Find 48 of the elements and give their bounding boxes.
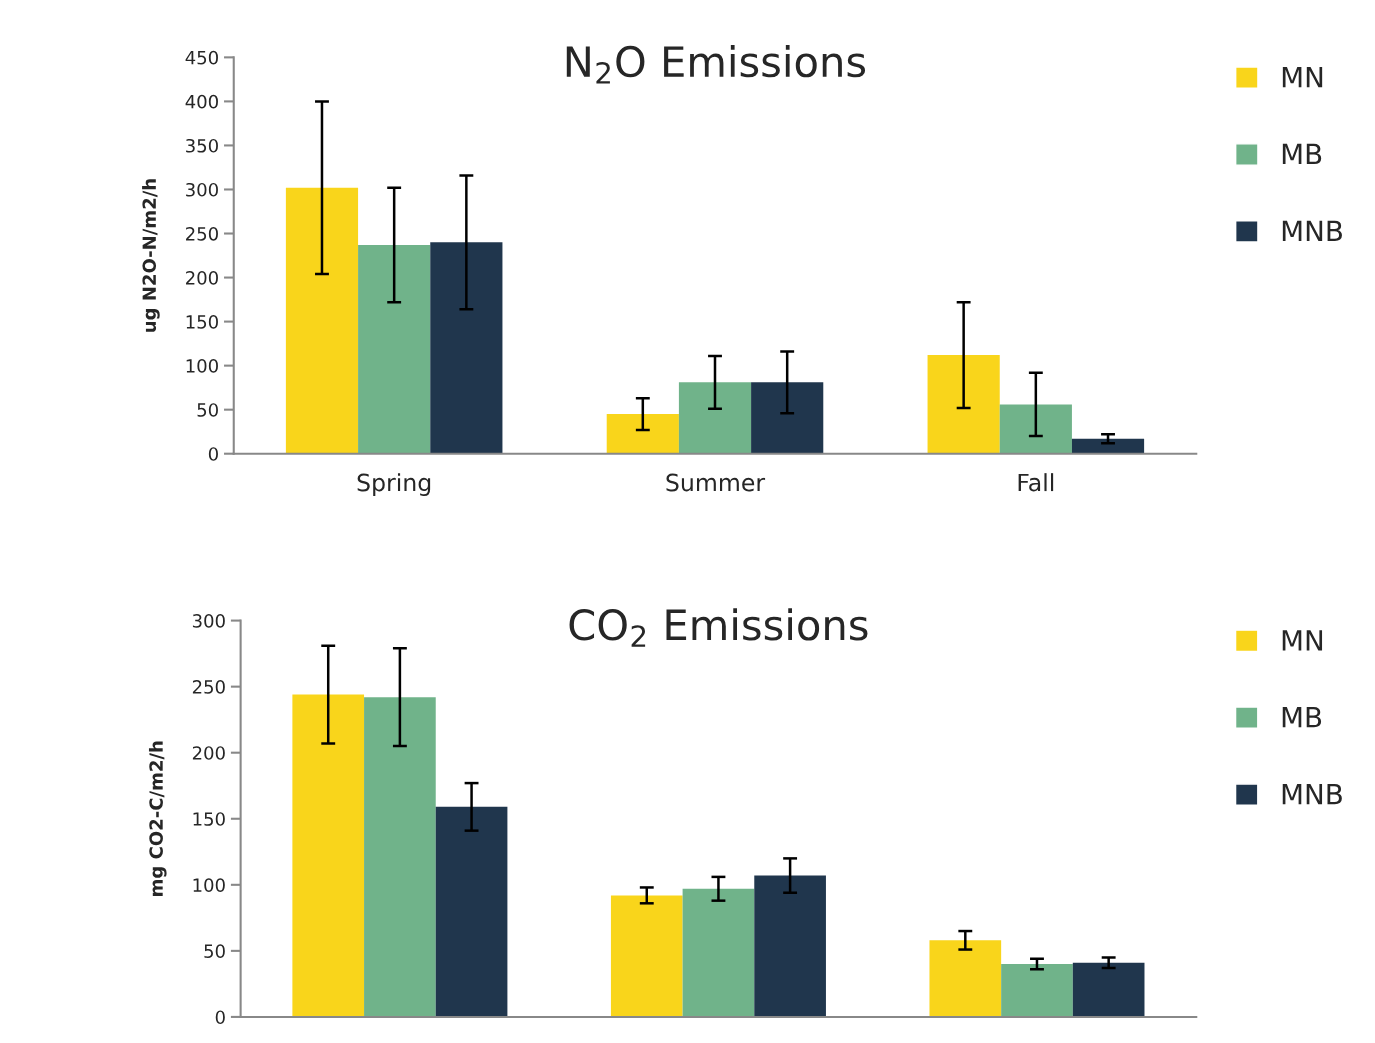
legend-label: MB xyxy=(1282,707,1322,728)
bar xyxy=(610,895,683,1017)
bar xyxy=(435,806,508,1017)
y-tick-label: 0 xyxy=(215,1010,225,1025)
bar xyxy=(292,694,365,1017)
legend-label: MN xyxy=(1282,630,1323,651)
y-tick-label: 0 xyxy=(208,447,218,461)
bar xyxy=(678,382,752,454)
bar xyxy=(999,404,1072,454)
x-tick-label: Fall xyxy=(1018,473,1054,492)
y-tick-label: 50 xyxy=(197,403,218,417)
y-tick-label: 100 xyxy=(193,878,225,892)
legend-label: MB xyxy=(1282,143,1322,165)
bar xyxy=(751,382,824,454)
bar xyxy=(606,414,679,454)
y-tick-label: 300 xyxy=(192,614,225,628)
chart-title: CO$_{2}$ Emissions xyxy=(569,608,868,647)
bar xyxy=(682,888,755,1017)
legend-label: MN xyxy=(1282,66,1323,88)
y-tick-label: 350 xyxy=(186,138,218,153)
y-tick-label: 50 xyxy=(204,944,225,958)
y-tick-label: 250 xyxy=(186,226,218,241)
y-tick-label: 200 xyxy=(192,746,225,760)
legend-label: MNB xyxy=(1282,783,1342,805)
y-tick-label: 450 xyxy=(185,50,218,65)
y-tick-label: 400 xyxy=(185,94,218,109)
bar xyxy=(927,355,1000,454)
bar xyxy=(929,940,1002,1017)
y-tick-label: 150 xyxy=(193,812,225,826)
bar xyxy=(1001,964,1073,1017)
y-axis-title: ug N2O-N/m2/h xyxy=(142,179,160,332)
y-tick-label: 200 xyxy=(186,271,218,285)
y-tick-label: 250 xyxy=(192,680,225,694)
bar xyxy=(1072,962,1145,1017)
chart-title: N$_{2}$O Emissions xyxy=(566,45,866,84)
bar xyxy=(364,697,436,1017)
y-tick-label: 300 xyxy=(186,182,218,197)
bar xyxy=(358,244,431,454)
bar xyxy=(1071,438,1145,454)
y-axis-title: mg CO2-C/m2/h xyxy=(148,741,167,896)
x-tick-label: Summer xyxy=(666,473,766,492)
y-tick-label: 150 xyxy=(186,315,218,329)
x-tick-label: Spring xyxy=(357,473,431,496)
bar xyxy=(754,875,826,1017)
bar xyxy=(285,187,359,454)
legend-label: MNB xyxy=(1282,220,1342,241)
y-tick-label: 100 xyxy=(186,359,218,373)
bar xyxy=(430,242,503,454)
